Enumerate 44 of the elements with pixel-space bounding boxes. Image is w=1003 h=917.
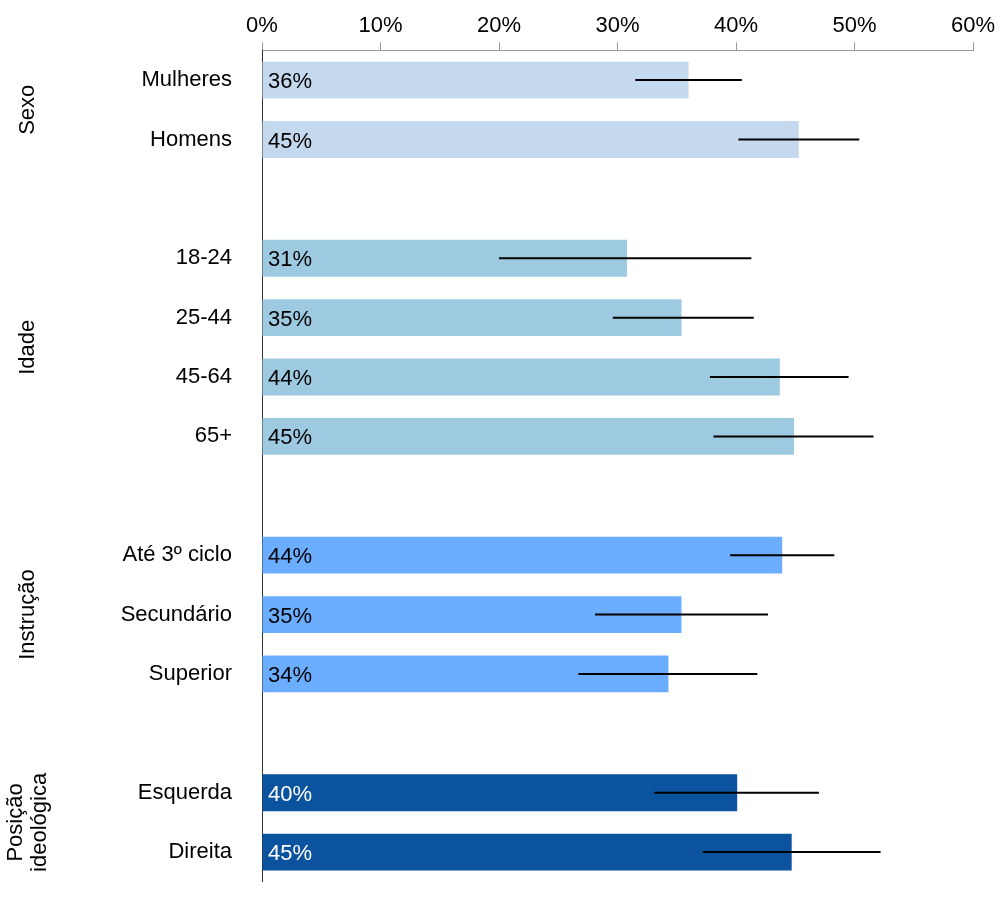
y-tick-label: Superior <box>148 660 232 686</box>
x-tick-label: 0% <box>246 12 278 38</box>
data-label: 36% <box>268 68 313 94</box>
bar <box>262 239 627 277</box>
y-tick-label: 18-24 <box>175 244 232 270</box>
bar <box>262 61 689 99</box>
data-label: 40% <box>268 780 313 806</box>
bar <box>262 774 738 812</box>
data-label: 31% <box>268 246 313 272</box>
y-tick-label: Homens <box>150 125 232 151</box>
data-label: 34% <box>268 662 313 688</box>
y-tick-label: Até 3º ciclo <box>122 541 232 567</box>
data-label: 44% <box>268 543 313 569</box>
text: Sexo <box>14 84 40 135</box>
data-label: 35% <box>268 305 313 331</box>
y-tick-label: Esquerda <box>137 778 233 804</box>
bar <box>262 596 682 633</box>
x-tick-label: 30% <box>595 12 640 38</box>
data-label: 45% <box>268 424 313 450</box>
bar <box>262 299 682 337</box>
y-tick-label: Secundário <box>120 600 232 626</box>
text: Idade <box>14 319 40 375</box>
data-label: 35% <box>268 602 313 628</box>
y-tick-label: Direita <box>168 838 233 864</box>
data-label: 44% <box>268 365 313 391</box>
text: Posição ideológica <box>2 772 52 872</box>
x-tick-label: 10% <box>358 12 403 38</box>
bar <box>262 358 780 396</box>
y-tick-label: Mulheres <box>141 66 232 92</box>
data-label: 45% <box>268 127 313 153</box>
data-label: 45% <box>268 840 313 866</box>
x-tick-label: 40% <box>713 12 759 38</box>
bar <box>262 655 669 693</box>
x-tick-label: 20% <box>476 12 522 38</box>
bar <box>262 418 795 455</box>
x-tick-label: 50% <box>832 12 877 38</box>
y-tick-label: 65+ <box>194 422 232 448</box>
bar <box>262 536 783 574</box>
bar <box>262 833 792 871</box>
y-tick-label: 25-44 <box>175 303 232 329</box>
bar <box>262 121 799 158</box>
x-tick-label: 60% <box>950 12 996 38</box>
y-tick-label: 45-64 <box>175 363 232 389</box>
text: Instrução <box>14 569 40 660</box>
